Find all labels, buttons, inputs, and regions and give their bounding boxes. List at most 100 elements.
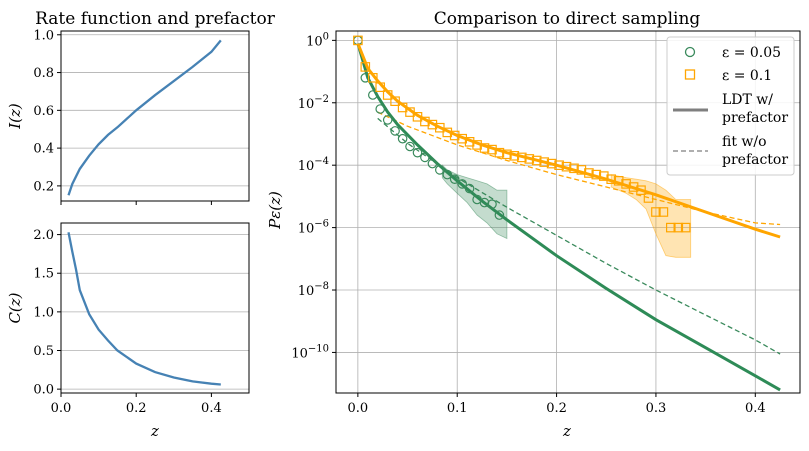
sample-point-square <box>353 35 363 46</box>
sample-point-circle <box>375 104 385 114</box>
confidence-band <box>610 174 692 258</box>
sample-point-square <box>487 144 497 155</box>
sample-point-circle <box>367 90 378 100</box>
x-tick-label: 0.4 <box>201 401 222 416</box>
sample-point-square <box>673 222 684 233</box>
panel3-title: Comparison to direct sampling <box>434 9 701 29</box>
sample-point-square <box>546 158 557 169</box>
sample-point-square <box>472 140 482 150</box>
sample-point-square <box>524 154 535 164</box>
sample-point-square <box>561 161 572 172</box>
sample-point-circle <box>442 169 453 180</box>
sample-point-square <box>539 157 549 167</box>
sample-point-square <box>360 62 371 72</box>
sample-point-square <box>576 165 587 175</box>
y-tick-label: 10−8 <box>298 281 329 299</box>
y-tick-label: 0.8 <box>33 66 54 81</box>
sample-point-circle <box>449 174 460 184</box>
panel3-xlabel: z <box>562 422 571 440</box>
sample-point-square <box>509 151 520 161</box>
sample-point-square <box>502 149 512 160</box>
sample-point-square <box>464 137 475 147</box>
panel2-frame <box>60 222 250 394</box>
legend-label-eps005: ε = 0.05 <box>722 45 781 61</box>
panel1-ticks: 0.2 0.4 0.6 0.8 1.0 <box>33 28 212 205</box>
y-tick-label: 0.0 <box>33 383 54 398</box>
sample-point-square <box>382 90 393 100</box>
sample-point-circle <box>479 197 490 208</box>
panel2-series <box>67 232 221 386</box>
legend-label-fit-1: fit w/o <box>722 134 767 150</box>
sample-point-circle <box>457 179 467 189</box>
x-tick-label: 0.2 <box>546 401 567 416</box>
sample-point-square <box>390 96 400 106</box>
sample-point-square <box>494 147 505 158</box>
panel1-series <box>67 39 222 196</box>
y-tick-label: 1.5 <box>33 267 54 282</box>
panel1-grid <box>61 34 249 187</box>
y-tick-label: 0.5 <box>33 344 54 359</box>
legend-label-ldt-2: prefactor <box>722 110 788 126</box>
y-tick-label: 1.0 <box>33 305 54 320</box>
y-tick-label: 0.2 <box>33 179 54 194</box>
legend-marker-circle <box>684 46 696 58</box>
sample-point-square <box>584 168 594 178</box>
x-tick-label: 0.3 <box>646 401 667 416</box>
panel2-xlabel: z <box>150 422 159 440</box>
sample-point-square <box>598 171 609 181</box>
y-tick-label: 100 <box>306 31 329 49</box>
panel1-title: Rate function and prefactor <box>35 9 276 29</box>
series-line <box>67 232 221 386</box>
x-tick-label: 0.4 <box>745 401 766 416</box>
sample-point-square <box>375 82 385 92</box>
ldt-line <box>356 43 781 392</box>
sample-point-square <box>636 185 646 195</box>
sample-point-circle <box>360 73 371 83</box>
sample-point-circle <box>494 210 505 220</box>
panel2-ticks: 0.0 0.5 1.0 1.5 2.0 0.0 0.2 0.4 <box>33 228 221 416</box>
sample-point-circle <box>397 133 408 144</box>
ldt-line <box>356 42 781 239</box>
legend-label-eps01: ε = 0.1 <box>722 68 772 84</box>
sample-point-square <box>516 152 527 163</box>
panel3-ylabel: Pε(z) <box>266 191 284 230</box>
series-line <box>67 39 222 196</box>
sample-point-square <box>613 176 624 186</box>
panel2-ylabel: C(z) <box>6 292 24 323</box>
x-tick-label: 0.2 <box>126 401 147 416</box>
sample-point-circle <box>487 199 497 209</box>
sample-point-square <box>606 174 616 184</box>
panel3-ticks: 0.0 0.1 0.2 0.3 0.4 100 10−2 10−4 10−6 10−8 10−10 <box>291 31 765 416</box>
panel1-ylabel: I(z) <box>6 103 24 130</box>
sample-point-square <box>665 222 676 233</box>
panel3-frame <box>335 30 801 394</box>
x-tick-label: 0.1 <box>447 401 468 416</box>
legend: ε = 0.05 ε = 0.1 LDT w/ prefactor fit w/… <box>666 36 795 176</box>
sample-point-square <box>643 193 654 203</box>
sample-point-square <box>442 127 453 138</box>
sample-point-circle <box>390 126 400 136</box>
sample-point-square <box>479 143 490 153</box>
sample-point-square <box>651 207 661 217</box>
y-tick-label: 10−2 <box>298 94 329 112</box>
sample-point-circle <box>464 183 475 194</box>
panel1-frame <box>60 30 250 202</box>
y-tick-label: 0.6 <box>33 104 54 119</box>
sample-point-circle <box>420 152 430 163</box>
y-tick-label: 2.0 <box>33 228 54 243</box>
legend-marker-square <box>684 69 696 80</box>
x-tick-label: 0.0 <box>51 401 72 416</box>
sample-point-square <box>427 119 438 130</box>
sample-point-square <box>531 155 542 166</box>
y-tick-label: 10−10 <box>291 343 329 361</box>
sample-point-circle <box>405 141 415 152</box>
sample-point-square <box>621 179 631 189</box>
y-tick-label: 1.0 <box>33 28 54 43</box>
panel3-series <box>353 35 781 392</box>
sample-point-square <box>569 163 579 174</box>
sample-point-square <box>554 160 564 170</box>
x-tick-label: 0.0 <box>348 401 369 416</box>
sample-point-square <box>449 130 460 141</box>
